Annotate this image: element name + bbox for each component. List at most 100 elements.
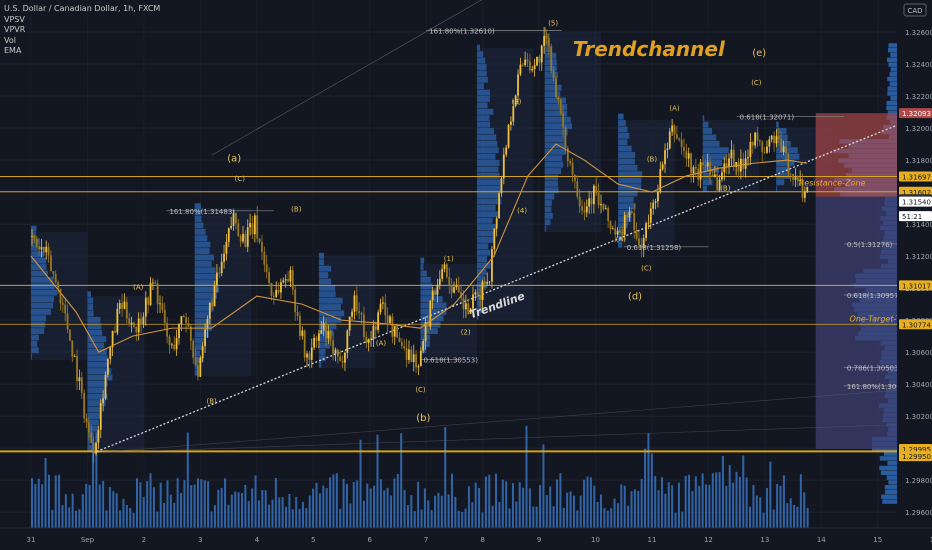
candle-body [360, 313, 363, 315]
volume-bar [793, 504, 796, 528]
candle-body [128, 318, 131, 325]
volume-bar [186, 432, 189, 528]
volume-bar [234, 491, 237, 528]
volume-bar [190, 485, 193, 528]
profile-bar [420, 289, 437, 296]
legend-indicator-ema[interactable]: EMA [4, 46, 22, 55]
price-label-text: 1.31017 [902, 282, 931, 290]
horizontal-lines [0, 176, 897, 453]
candle-body [296, 312, 299, 316]
candle-body [609, 220, 612, 230]
profile-bar [476, 108, 494, 115]
legend-indicator-vol[interactable]: Vol [4, 35, 16, 45]
volume-bar [461, 511, 464, 528]
profile-bar [87, 412, 101, 419]
volume-bar [342, 478, 345, 528]
profile-bar [87, 355, 108, 362]
candle-body [555, 78, 557, 98]
price-label-text: 1.31540 [902, 199, 931, 207]
volume-bar [95, 432, 98, 528]
vpvr-bar [887, 91, 897, 96]
price-axis[interactable]: 1.32600 1.32400 1.32200 1.32000 1.31800 1.316… [897, 0, 932, 550]
candle-body [645, 223, 647, 239]
volume-bar [261, 490, 264, 528]
wave-label: (C) [641, 265, 652, 273]
profile-bar [87, 297, 94, 304]
profile-bar [87, 348, 107, 355]
candle-body [239, 235, 242, 242]
profile-bar [476, 249, 491, 256]
profile-bar [318, 361, 322, 368]
profile-bar [318, 316, 342, 323]
volume-bar [694, 476, 697, 528]
candle-body [223, 253, 225, 262]
profile-bar [476, 57, 486, 64]
volume-bar [654, 476, 657, 528]
volume-bar [173, 502, 176, 528]
candle-body [633, 212, 636, 231]
volume-bar [396, 473, 399, 528]
time-axis[interactable]: 31Sep2345678910111213141516171821 [0, 527, 932, 550]
candle-body [751, 142, 754, 146]
candle-body [52, 271, 55, 275]
price-label-text: 1.29995 [902, 446, 931, 454]
candle-body [88, 422, 90, 433]
volume-bar [322, 485, 325, 528]
candle-body [747, 157, 749, 159]
candle-body [626, 214, 628, 218]
volume-bar [224, 478, 227, 528]
wave-label: (b) [416, 413, 430, 424]
candle-body [785, 146, 787, 154]
profile-bar [194, 260, 212, 267]
candle-body [443, 264, 446, 269]
candle-body [118, 303, 121, 309]
profile-bar [476, 153, 496, 160]
candle-body [438, 278, 441, 285]
candle-body [66, 313, 69, 330]
profile-bar [544, 78, 558, 85]
volume-bar [54, 475, 57, 528]
candle-body [237, 223, 240, 236]
legend-indicator-vpvr[interactable]: VPVR [4, 25, 26, 34]
candle-body [393, 326, 396, 337]
candle-body [351, 311, 353, 317]
time-tick-label: 9 [537, 536, 541, 544]
volume-bar [471, 502, 474, 528]
profile-bar [87, 304, 94, 311]
candle-body [180, 316, 183, 325]
candle-body [692, 167, 695, 174]
profile-bar [476, 89, 491, 96]
profile-bar [476, 76, 488, 83]
position-tool[interactable] [815, 113, 912, 449]
volume-bar [274, 478, 277, 528]
chart-title: Trendchannel [573, 37, 726, 61]
profile-bar [318, 355, 326, 362]
price-axis-bg [897, 0, 932, 550]
profile-bar [87, 406, 102, 413]
vpvr-bar [887, 76, 897, 82]
vpvr-bar [888, 43, 897, 48]
price-label-text: 1.32093 [902, 110, 931, 118]
price-label-tag [899, 171, 932, 182]
candle-body [718, 179, 721, 191]
legend-indicator-vpsv[interactable]: VPSV [4, 14, 25, 24]
volume-bar [484, 476, 487, 528]
profile-bar [194, 216, 202, 222]
volume-bar [349, 503, 352, 528]
price-tick-label: 1.30600 [905, 349, 932, 357]
fib-levels: 161.80%(1.32610) 161.80%(1.31483) 0.618(1.… [166, 27, 932, 391]
profile-bar [476, 236, 495, 243]
price-tick-label: 1.30400 [905, 381, 932, 389]
candle-body [61, 303, 64, 305]
volume-bar [47, 474, 50, 528]
candle-body [315, 337, 318, 341]
candle-body [268, 272, 270, 284]
candle-body [348, 316, 351, 331]
volume-bar [257, 500, 260, 528]
price-label-text: 1.31697 [902, 174, 931, 182]
volume-bar [447, 494, 450, 528]
profile-bar [318, 284, 336, 291]
volume-bar [539, 485, 542, 528]
session-box [31, 232, 88, 361]
